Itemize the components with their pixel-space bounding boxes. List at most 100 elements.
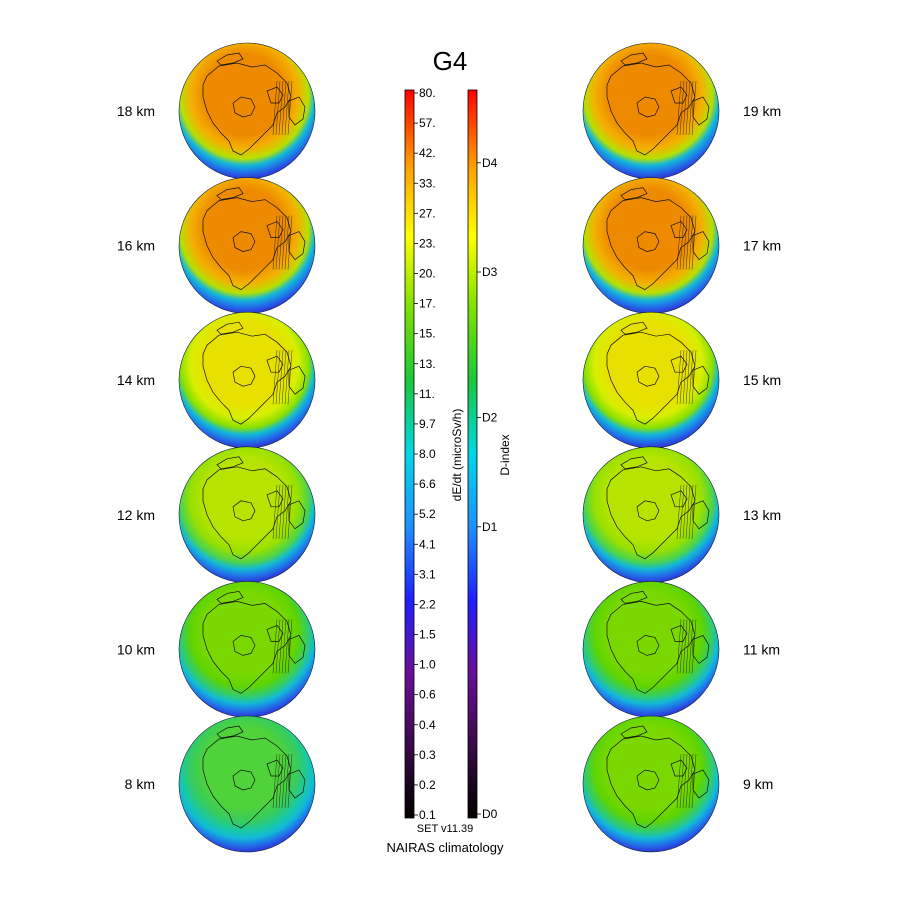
coastline — [284, 350, 290, 405]
coastline — [676, 619, 682, 674]
coastline — [685, 619, 691, 674]
dose-tick-label: 13. — [419, 357, 436, 371]
dose-tick-label: 33. — [419, 176, 436, 190]
coastline — [278, 80, 284, 136]
coastline — [691, 215, 697, 270]
coastline — [691, 80, 697, 136]
source-label: NAIRAS climatology — [386, 840, 504, 855]
coastline — [620, 321, 648, 335]
coastline — [272, 350, 278, 405]
globe-panel: 17 km — [582, 177, 781, 314]
coastline — [266, 86, 284, 104]
coastline — [670, 221, 688, 238]
coastline — [281, 619, 287, 674]
coastline — [688, 753, 694, 809]
coastline — [679, 350, 685, 405]
coastline — [232, 365, 256, 387]
coastline — [688, 619, 694, 674]
coastline — [691, 484, 697, 539]
coastline — [620, 456, 648, 470]
globe-disc — [582, 177, 720, 314]
altitude-label: 17 km — [743, 238, 781, 254]
coastline — [691, 753, 697, 809]
coastline — [272, 80, 278, 136]
coastline — [685, 753, 691, 809]
coastline — [679, 484, 685, 539]
dindex-colorbar-label: D-index — [498, 434, 512, 475]
globe-panel: 9 km — [582, 715, 773, 853]
coastline-overlay — [202, 591, 306, 694]
coastline — [682, 350, 688, 405]
coastline — [281, 350, 287, 405]
coastline — [202, 601, 292, 694]
dose-tick-label: 6.6 — [419, 477, 436, 491]
coastline — [670, 86, 688, 104]
coastline — [216, 187, 244, 200]
coastline-overlay — [606, 591, 710, 694]
coastline — [288, 231, 306, 261]
coastline — [232, 500, 256, 522]
globe-disc — [582, 311, 720, 449]
coastline — [266, 221, 284, 238]
globe-panel: 10 km — [117, 581, 316, 718]
coastline — [685, 484, 691, 539]
altitude-label: 19 km — [743, 103, 781, 119]
coastline-overlay — [606, 187, 710, 291]
altitude-label: 14 km — [117, 372, 155, 388]
coastline — [679, 619, 685, 674]
coastline — [670, 624, 688, 642]
coastline — [275, 753, 281, 809]
coastline — [606, 735, 696, 829]
coastline — [288, 500, 306, 530]
coastline — [676, 215, 682, 270]
coastline — [272, 619, 278, 674]
coastline-overlay — [606, 52, 710, 156]
dindex-tick-label: D4 — [482, 156, 498, 170]
coastline-overlay — [202, 52, 306, 156]
coastline — [216, 52, 244, 66]
coastline-overlay — [606, 456, 710, 560]
dose-tick-label: 4.1 — [419, 537, 436, 551]
coastline — [692, 769, 710, 799]
coastline — [275, 484, 281, 539]
coastline — [636, 500, 660, 522]
dindex-tick-label: D1 — [482, 520, 498, 534]
globe-disc — [582, 446, 720, 584]
coastline — [636, 769, 660, 791]
globe-disc — [582, 715, 720, 853]
globe-panel: 16 km — [117, 177, 316, 314]
globe-panel: 11 km — [582, 581, 780, 718]
coastline — [216, 321, 244, 335]
coastline — [676, 484, 682, 539]
coastline — [636, 635, 660, 656]
coastline-overlay — [202, 187, 306, 291]
dose-tick-label: 80. — [419, 86, 436, 100]
coastline — [692, 231, 710, 261]
coastline — [692, 365, 710, 395]
coastline — [636, 231, 660, 252]
coastline — [288, 96, 306, 126]
altitude-label: 18 km — [117, 103, 155, 119]
coastline-overlay — [606, 321, 710, 425]
globe-disc — [178, 42, 316, 180]
coastline-overlay — [202, 456, 306, 560]
dindex-colorbar-ticks: D0 D1 D2 D3 D4 — [477, 156, 498, 821]
coastline — [216, 456, 244, 470]
coastline — [620, 725, 648, 739]
altitude-label: 8 km — [125, 776, 155, 792]
coastline — [685, 350, 691, 405]
dose-tick-label: 27. — [419, 206, 436, 220]
dindex-tick-label: D0 — [482, 807, 498, 821]
coastline — [688, 484, 694, 539]
dose-tick-label: 57. — [419, 116, 436, 130]
dindex-tick-label: D2 — [482, 411, 498, 425]
coastline — [682, 753, 688, 809]
dose-colorbar-label: dE/dt (microSv/h) — [450, 409, 464, 502]
dose-tick-label: 42. — [419, 146, 436, 160]
coastline — [287, 484, 293, 539]
coastline — [679, 215, 685, 270]
dose-tick-label: 1.5 — [419, 628, 436, 642]
coastline — [281, 753, 287, 809]
coastline — [281, 80, 287, 136]
coastline — [284, 753, 290, 809]
